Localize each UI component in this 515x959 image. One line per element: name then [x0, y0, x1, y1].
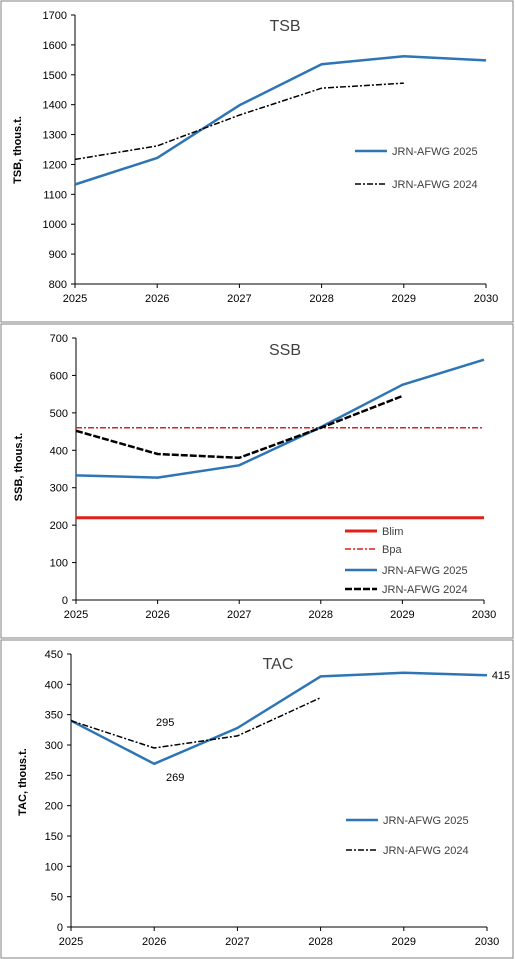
y-axis-label: TSB, thous.t.: [12, 116, 24, 184]
y-tick-label: 150: [45, 831, 63, 843]
chart-border: [0, 0, 514, 323]
legend-label: JRN-AFWG 2024: [383, 845, 469, 857]
x-tick-label: 2029: [390, 609, 414, 621]
x-tick-label: 2026: [145, 293, 169, 305]
x-tick-label: 2030: [475, 936, 499, 948]
series-line-0: [70, 671, 488, 766]
chart-title: SSB: [269, 342, 301, 359]
chart-border: [0, 323, 514, 639]
data-label: 415: [492, 670, 510, 682]
series-line-3: [75, 394, 403, 460]
ssb-chart-panel: 0 100 200 300 400 500 600 700 2025 2026 2027 2028 20…: [0, 323, 515, 639]
x-tick-label: 2026: [145, 609, 169, 621]
y-tick-label: 100: [45, 861, 63, 873]
x-tick-label: 2025: [59, 936, 83, 948]
y-tick-label: 0: [57, 922, 63, 934]
x-tick-label: 2025: [64, 609, 88, 621]
y-tick-label: 100: [50, 558, 68, 570]
x-tick-label: 2030: [472, 609, 496, 621]
x-tick-label: 2028: [309, 293, 333, 305]
x-tick-label: 2028: [308, 936, 332, 948]
series-line-2: [75, 358, 485, 479]
y-tick-label: 200: [45, 801, 63, 813]
series-line-1: [70, 697, 321, 749]
y-tick-label: 1100: [43, 189, 67, 201]
tsb-chart: 800 900 1000 1100 1200 1300 1400 1500 1600 1700 20…: [0, 0, 514, 323]
data-label: 269: [166, 772, 184, 784]
tac-chart: 0 50 100 150 200 250 300 350 400 450 2025 2026 2027 2…: [0, 639, 514, 959]
x-tick-label: 2027: [225, 936, 249, 948]
y-tick-label: 1300: [43, 130, 67, 142]
x-tick-label: 2029: [392, 293, 416, 305]
y-tick-label: 900: [49, 249, 67, 261]
y-tick-label: 50: [51, 892, 63, 904]
y-tick-label: 250: [45, 770, 63, 782]
y-tick-label: 600: [50, 370, 68, 382]
chart-title: TSB: [269, 18, 300, 35]
x-tick-label: 2025: [63, 293, 87, 305]
y-tick-label: 0: [62, 595, 68, 607]
y-tick-label: 300: [50, 483, 68, 495]
y-tick-label: 400: [45, 679, 63, 691]
tac-chart-panel: 0 50 100 150 200 250 300 350 400 450 2025 2026 2027 2…: [0, 639, 515, 959]
y-tick-label: 1500: [43, 70, 67, 82]
legend-label: Bpa: [382, 544, 402, 556]
x-tick-label: 2029: [392, 936, 416, 948]
series-line-1: [74, 82, 404, 161]
legend-label: Blim: [382, 526, 403, 538]
data-label: 295: [156, 717, 174, 729]
legend-label: JRN-AFWG 2025: [392, 146, 478, 158]
y-tick-label: 1400: [43, 100, 67, 112]
legend-label: JRN-AFWG 2024: [382, 584, 468, 596]
y-tick-label: 700: [50, 333, 68, 345]
y-tick-label: 350: [45, 710, 63, 722]
x-tick-label: 2030: [474, 293, 498, 305]
y-tick-label: 500: [50, 408, 68, 420]
y-tick-label: 400: [50, 445, 68, 457]
y-tick-label: 450: [45, 649, 63, 661]
y-axis-label: SSB, thous.t.: [13, 433, 25, 501]
y-axis-label: TAC, thous.t.: [17, 748, 29, 816]
ssb-chart: 0 100 200 300 400 500 600 700 2025 2026 2027 2028 20…: [0, 323, 514, 639]
x-tick-label: 2027: [227, 293, 251, 305]
y-tick-label: 800: [49, 279, 67, 291]
chart-border: [0, 639, 514, 959]
y-tick-label: 200: [50, 520, 68, 532]
y-tick-label: 300: [45, 740, 63, 752]
x-tick-label: 2027: [227, 609, 251, 621]
y-tick-label: 1000: [43, 219, 67, 231]
y-tick-label: 1200: [43, 159, 67, 171]
x-tick-label: 2028: [309, 609, 333, 621]
chart-title: TAC: [263, 656, 294, 673]
y-tick-label: 1600: [43, 40, 67, 52]
legend-label: JRN-AFWG 2025: [382, 565, 468, 577]
x-tick-label: 2026: [142, 936, 166, 948]
series-line-0: [74, 54, 487, 186]
tsb-chart-panel: 800 900 1000 1100 1200 1300 1400 1500 1600 1700 20…: [0, 0, 515, 323]
y-tick-label: 1700: [43, 10, 67, 22]
legend-label: JRN-AFWG 2025: [383, 815, 469, 827]
legend-label: JRN-AFWG 2024: [392, 179, 478, 191]
